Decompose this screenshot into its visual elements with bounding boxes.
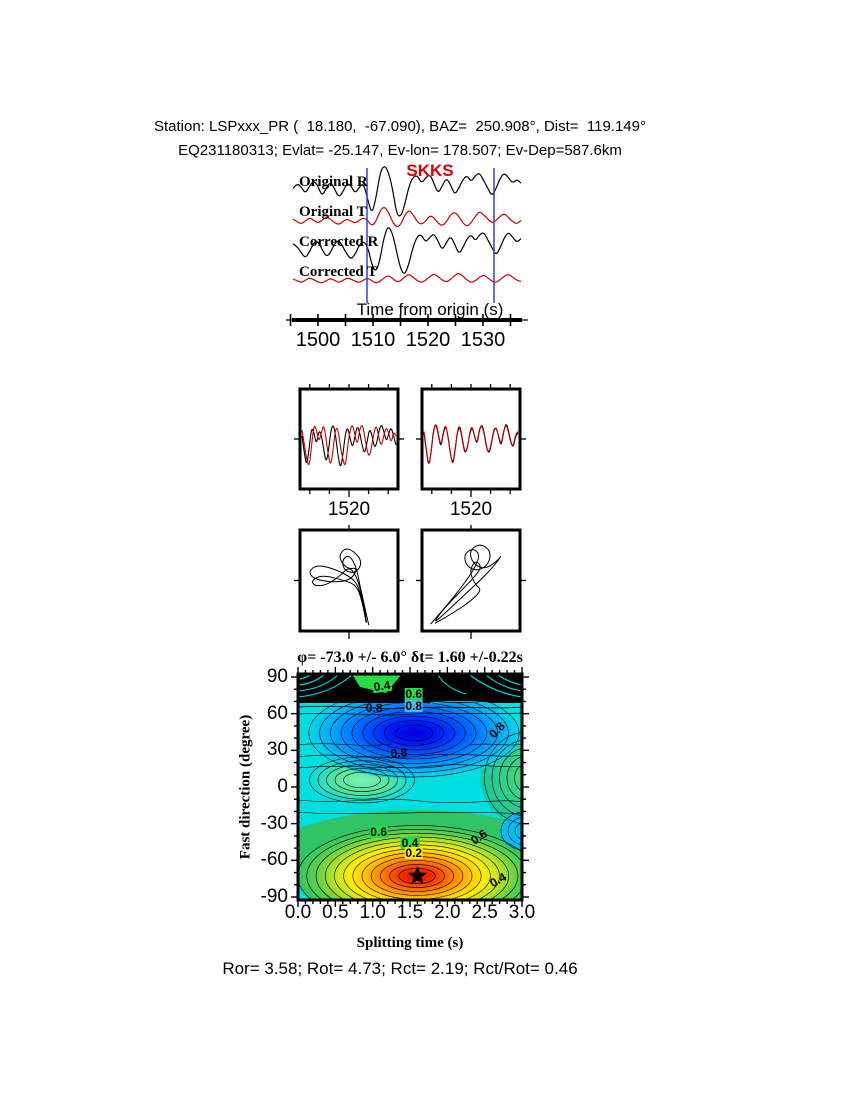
top-band-contours [298, 674, 522, 704]
splitting-time-tick-label: 1.0 [359, 902, 386, 923]
phase-label: SKKS [406, 161, 454, 180]
waveform-comparison-traces [301, 424, 519, 467]
contour-level-label: 0.8 [365, 700, 383, 715]
splitting-time-tick-label: 2.0 [434, 902, 461, 923]
best-fit-star-marker [408, 866, 427, 885]
analysis-window-lines [366, 168, 495, 303]
splitting-time-tick-label: 0.5 [322, 902, 349, 923]
fast-direction-tick-label: 0 [277, 776, 288, 797]
time-axis-label: Time from origin (s) [356, 300, 504, 319]
misfit-surface [298, 674, 522, 900]
time-tick-label: 1530 [460, 329, 506, 351]
contour-level-label: 0.8 [404, 699, 424, 714]
results-line: Ror= 3.58; Rot= 4.73; Rct= 2.19; Rct/Rot… [222, 959, 578, 978]
trace-label-corrected-r: Corrected R [299, 234, 379, 250]
splitting-time-tick-label: 1.5 [396, 902, 424, 923]
particle-motion-curves [309, 544, 502, 626]
fast-direction-tick-label: -30 [260, 812, 288, 834]
panel-ticks [294, 384, 526, 639]
contour-level-label: 0.4 [372, 677, 393, 694]
trace-label-original-r: Original R [299, 174, 368, 190]
time-tick-label: 1510 [350, 329, 396, 351]
station-header: Station: LSPxxx_PR ( 18.180, -67.090), B… [153, 118, 646, 135]
panel-tick-label: 1520 [449, 499, 493, 520]
contour-level-label: 0.6 [404, 687, 424, 702]
splitting-time-axis-label: Splitting time (s) [356, 935, 464, 951]
fast-direction-tick-label: 60 [266, 702, 288, 724]
event-header: EQ231180313; Evlat= -25.147, Ev-lon= 178… [178, 142, 622, 159]
splitting-time-tick-label: 3.0 [508, 902, 536, 923]
time-tick-label: 1520 [405, 329, 451, 351]
fast-direction-tick-label: 30 [266, 739, 288, 761]
fast-direction-tick-label: -90 [260, 886, 288, 907]
fast-direction-tick-label: 90 [266, 666, 288, 687]
trace-label-corrected-t: Corrected T [299, 264, 378, 280]
fast-direction-tick-label: -60 [260, 849, 288, 871]
contour-level-label: 0.4 [400, 836, 420, 851]
time-tick-label: 1500 [295, 329, 341, 351]
contour-title: φ= -73.0 +/- 6.0° δt= 1.60 +/-0.22s [297, 649, 523, 666]
seismogram-traces [292, 166, 522, 284]
trace-label-original-t: Original T [299, 204, 367, 220]
splitting-time-tick-label: 0.0 [284, 902, 312, 923]
background-contour-lines [298, 743, 522, 815]
splitting-time-tick-label: 2.5 [471, 902, 498, 923]
contour-level-label: 0.8 [389, 745, 408, 761]
contour-level-label: 0.6 [369, 825, 388, 840]
time-axis-ticks [289, 314, 512, 326]
panel-tick-label: 1520 [327, 499, 371, 520]
contour-level-label: 0.2 [404, 846, 424, 860]
contour-axis-ticks [291, 667, 529, 907]
